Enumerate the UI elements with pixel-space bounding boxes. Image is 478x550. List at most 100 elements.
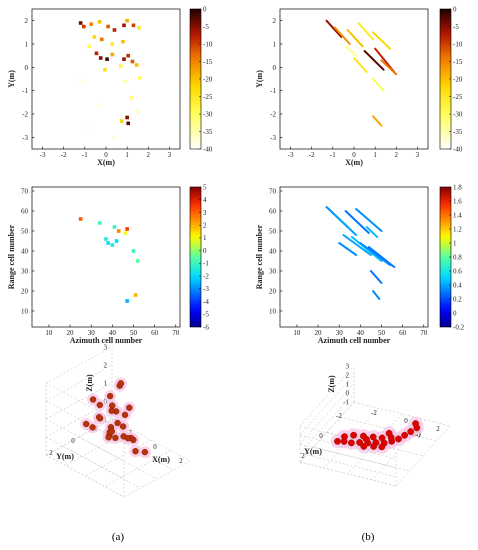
data-point: [105, 434, 112, 441]
x-tick-label: -3: [40, 151, 46, 159]
data-point: [341, 433, 348, 440]
x-tick-label: 2: [395, 151, 399, 159]
x-tick-label: 0: [153, 443, 157, 451]
y-tick-label: 10: [269, 308, 277, 316]
data-point: [117, 380, 125, 387]
plot-area: [32, 187, 180, 327]
x-axis-label: X(m): [152, 455, 170, 464]
data-streak: [344, 210, 370, 234]
data-streak: [325, 19, 343, 38]
data-point: [350, 431, 357, 439]
y-tick-label: 2: [301, 452, 305, 460]
data-point: [125, 115, 129, 120]
colorbar-tick-label: -25: [453, 93, 463, 101]
x-tick-label: 50: [130, 329, 138, 337]
y-axis-label: Range cell number: [255, 224, 264, 289]
y-tick-label: 20: [21, 288, 29, 296]
colorbar-tick-label: 1.4: [453, 211, 462, 219]
data-point: [119, 64, 123, 68]
data-point: [385, 429, 393, 437]
z-tick-label: 3: [104, 344, 108, 352]
data-point: [356, 439, 363, 446]
data-point: [78, 79, 83, 84]
wall-grid-line: [299, 374, 355, 436]
floor-grid-line: [313, 446, 410, 472]
data-point: [108, 407, 115, 414]
y-tick-label: 40: [21, 248, 29, 256]
colorbar-tick-label: 0.4: [453, 281, 462, 289]
y-axis-label: Y(m): [255, 70, 264, 88]
x-tick-label: 20: [67, 329, 75, 337]
wall-grid-line: [45, 436, 125, 480]
y-tick-label: -1: [270, 87, 276, 95]
data-point: [121, 39, 125, 44]
data-point: [120, 119, 124, 123]
y-tick-label: 1: [273, 41, 277, 49]
x-tick-label: -1: [330, 151, 336, 159]
colorbar-tick-label: 1: [453, 239, 457, 247]
data-point: [131, 23, 136, 28]
x-tick-label: 1: [125, 151, 129, 159]
data-point: [97, 221, 102, 225]
colorbar-tick-label: -1: [203, 260, 209, 268]
y-tick-label: 2: [273, 17, 277, 25]
data-point: [138, 76, 142, 80]
y-tick-label: 60: [21, 208, 29, 216]
colorbar-tick-label: 0.2: [453, 295, 462, 303]
data-point: [106, 241, 110, 245]
colorbar-tick-label: -20: [203, 75, 213, 83]
y-tick-label: -2: [336, 412, 342, 420]
data-point: [92, 35, 97, 39]
panel-a-xy-image: -3 -2 -1 0 1 2 3-3-2-1012X(m)Y(m)0-5-10-15-20-…: [7, 5, 213, 167]
colorbar: [189, 186, 202, 328]
x-tick-label: 10: [45, 329, 53, 337]
data-streak: [372, 115, 383, 127]
data-point: [97, 20, 102, 24]
y-tick-label: 30: [269, 268, 277, 276]
x-tick-label: 30: [88, 329, 96, 337]
data-point: [108, 428, 116, 435]
data-streak: [367, 246, 396, 268]
y-tick-label: -3: [22, 134, 28, 142]
data-point: [378, 434, 386, 442]
x-tick-label: 3: [416, 151, 420, 159]
x-tick-label: -1: [82, 151, 88, 159]
colorbar-tick-label: -15: [203, 58, 213, 66]
colorbar-tick-label: 0.8: [453, 253, 462, 261]
plot-frame: [31, 186, 181, 328]
x-tick-label: 30: [336, 329, 344, 337]
data-streak: [372, 78, 385, 92]
data-point: [123, 79, 127, 84]
data-streak: [357, 22, 375, 41]
colorbar-tick-label: -6: [203, 323, 209, 331]
data-point: [89, 22, 93, 26]
y-tick-label: -2: [270, 111, 276, 119]
data-point: [114, 419, 121, 427]
x-axis-label: X(m): [97, 158, 115, 167]
y-axis-label: Y(m): [56, 452, 74, 461]
data-point: [132, 448, 139, 455]
data-point: [82, 24, 86, 29]
data-point: [141, 448, 149, 456]
data-point: [133, 293, 138, 297]
data-point: [126, 404, 133, 411]
wall-grid-line: [45, 364, 113, 402]
colorbar-tick-label: 2: [203, 221, 207, 229]
z-tick-label: 2: [104, 362, 108, 370]
floor-grid-line: [395, 425, 451, 487]
colorbar-tick-label: 5: [203, 183, 207, 191]
x-tick-label: 10: [293, 329, 301, 337]
y-tick-label: -3: [270, 134, 276, 142]
x-axis-label: Azimuth cell number: [318, 336, 391, 345]
data-point: [360, 442, 368, 450]
data-point: [136, 25, 141, 30]
plot-area: [280, 9, 428, 149]
colorbar-tick-label: -2: [203, 272, 209, 280]
data-point: [106, 24, 110, 29]
y-tick-label: 0: [71, 437, 75, 445]
data-streak: [333, 26, 351, 45]
